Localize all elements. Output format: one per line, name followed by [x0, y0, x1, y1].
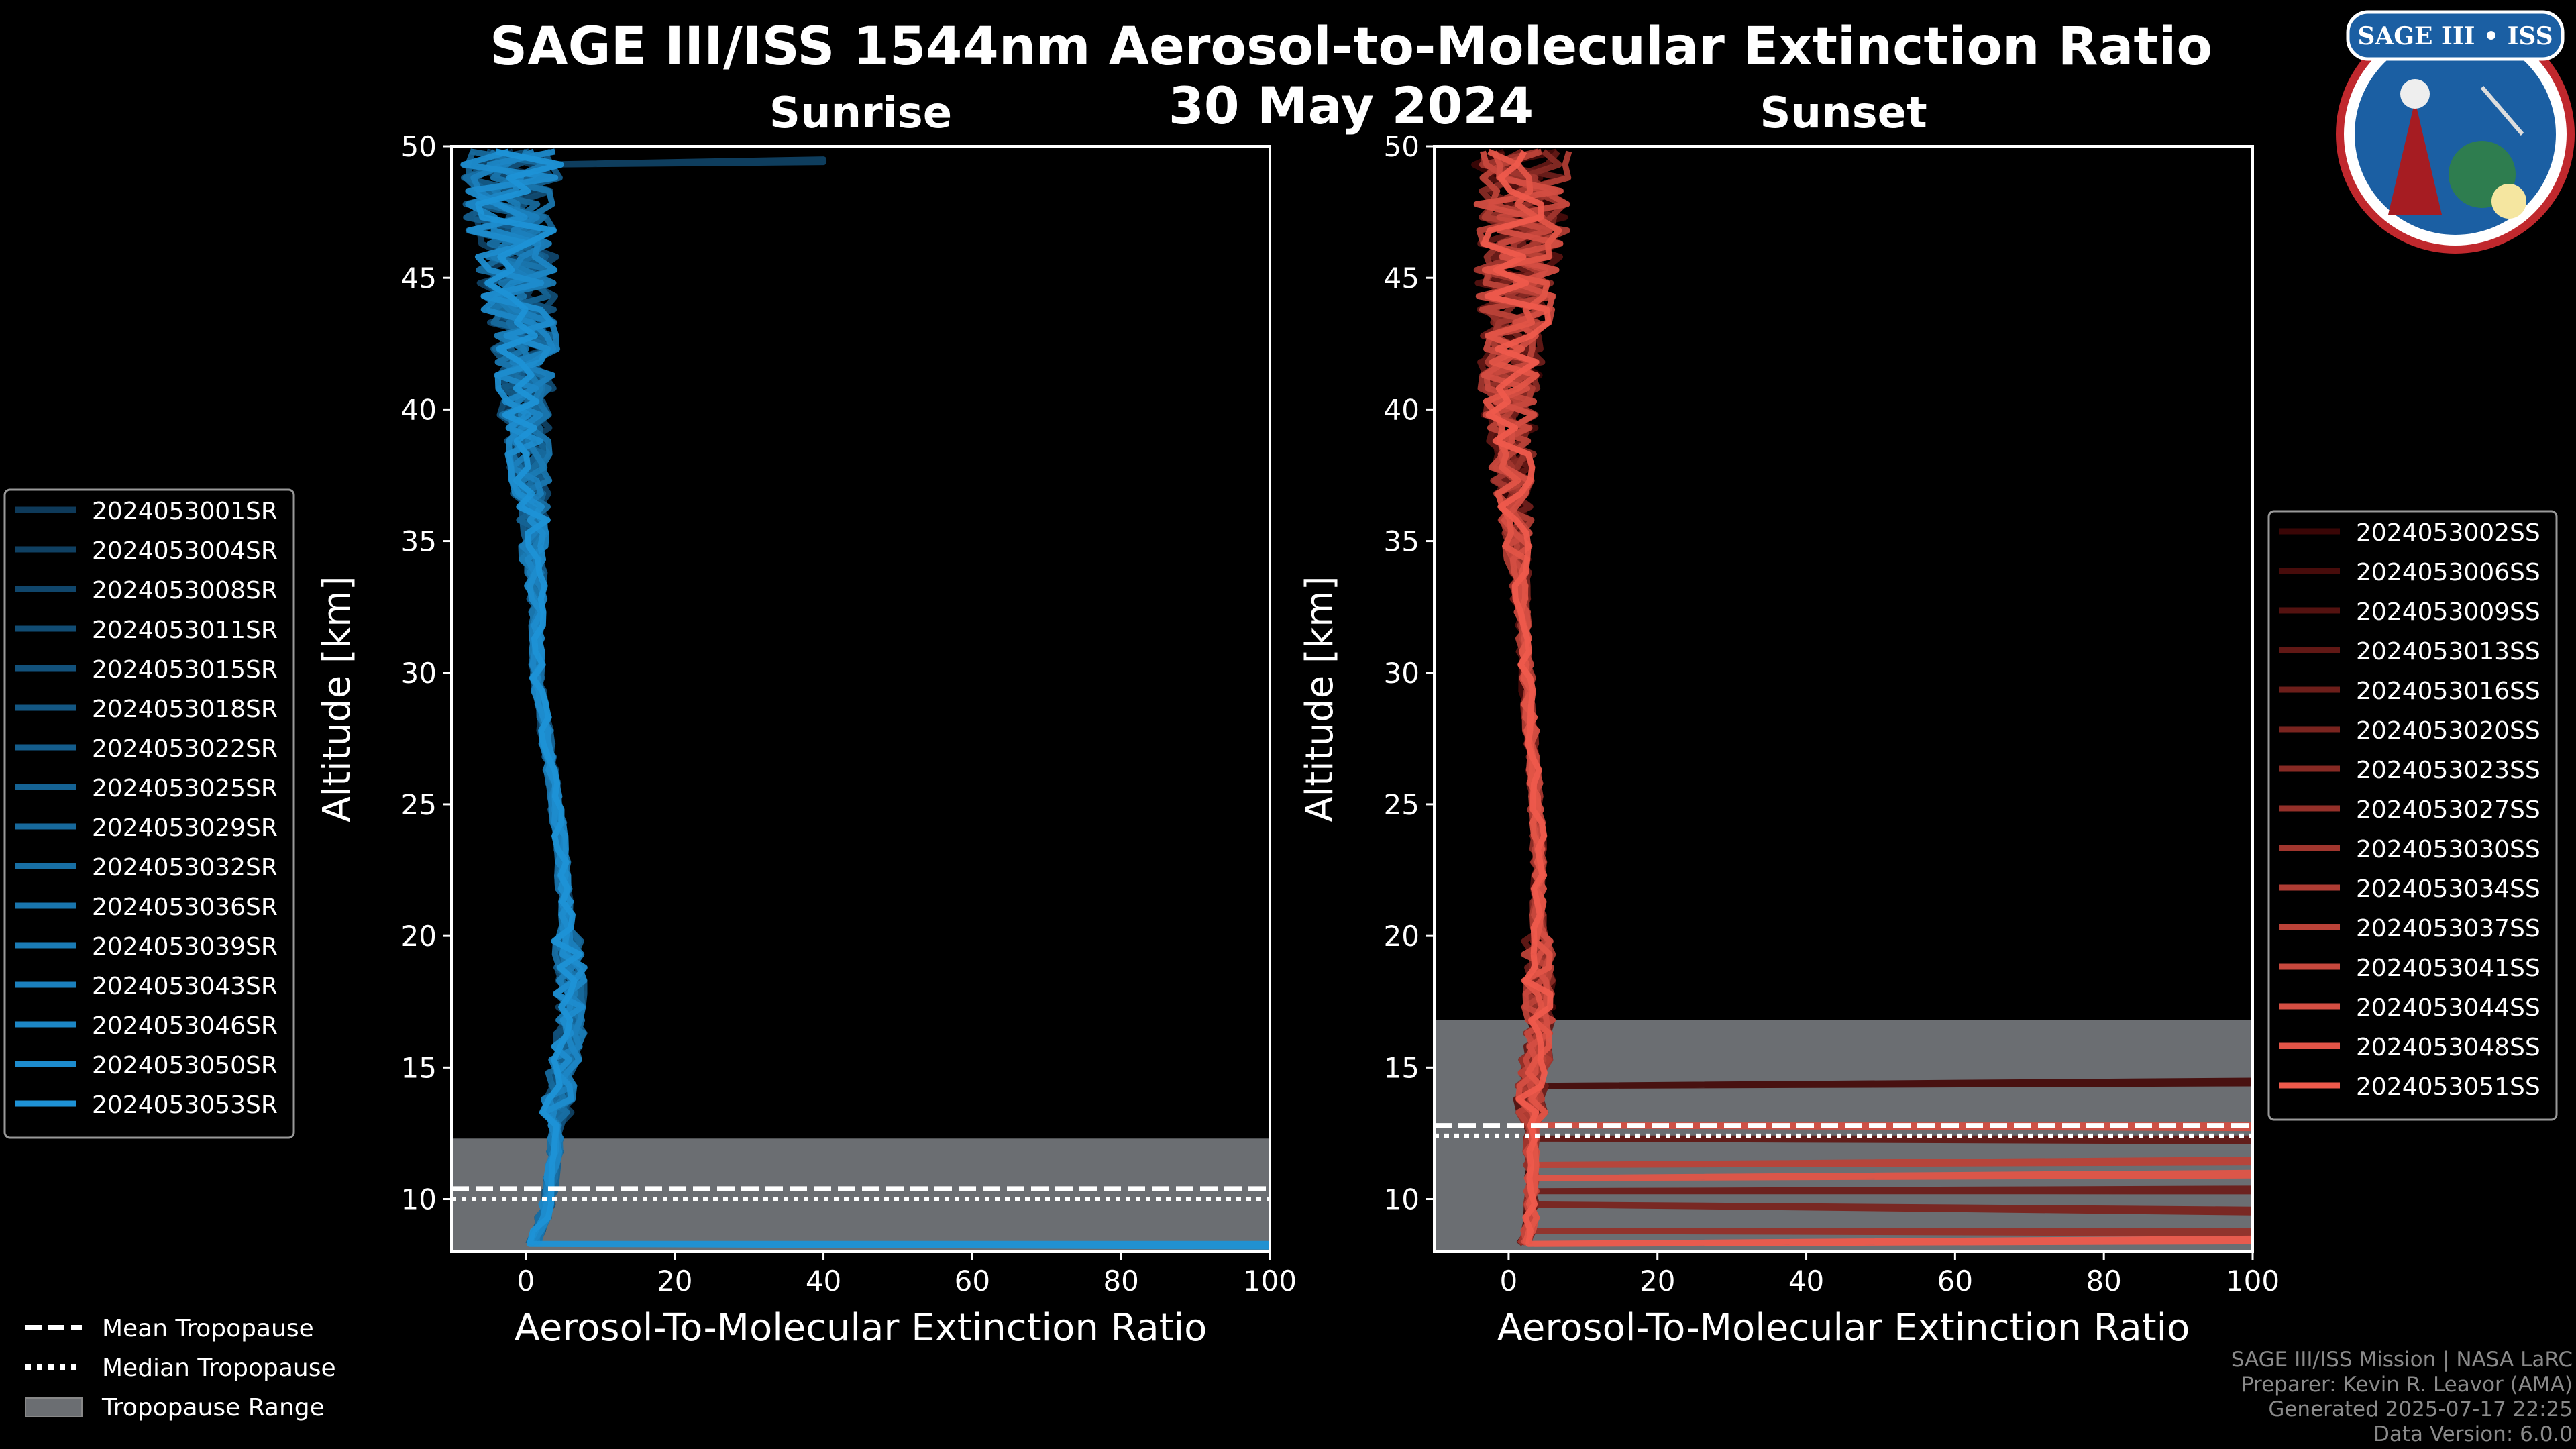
legend-label: 2024053004SR — [92, 537, 278, 565]
y-tick-label: 40 — [401, 393, 437, 426]
legend-label: 2024053048SS — [2356, 1034, 2540, 1061]
axes-frame — [1433, 145, 2254, 1253]
footer-line: SAGE III/ISS Mission | NASA LaRC — [2231, 1348, 2573, 1372]
footer-credits: SAGE III/ISS Mission | NASA LaRC Prepare… — [2231, 1348, 2573, 1446]
legend-label: 2024053037SS — [2356, 915, 2540, 943]
logo-text: SAGE III • ISS — [2357, 22, 2553, 50]
y-tick-label: 25 — [1384, 788, 1419, 821]
legend-label: 2024053018SR — [92, 696, 278, 723]
footer-line: Preparer: Kevin R. Leavor (AMA) — [2241, 1373, 2573, 1397]
legend-label: 2024053032SR — [92, 854, 278, 881]
legend-label: 2024053016SS — [2356, 678, 2540, 705]
legend-label: 2024053009SS — [2356, 598, 2540, 626]
subplot-title: Sunrise — [769, 89, 952, 138]
y-tick-label: 45 — [401, 262, 437, 294]
legend-label: 2024053029SR — [92, 814, 278, 842]
legend-label: 2024053022SR — [92, 735, 278, 763]
legend-label: 2024053020SS — [2356, 717, 2540, 745]
tropopause-range-swatch — [25, 1397, 83, 1417]
profile-line-2024053051SS — [1481, 150, 2253, 1247]
series-group — [1471, 148, 2253, 1247]
x-tick-label: 20 — [657, 1265, 692, 1297]
x-tick-label: 100 — [1243, 1265, 1297, 1297]
profile-line-2024053050SR — [460, 148, 588, 1246]
y-tick-label: 35 — [1384, 525, 1419, 558]
x-axis-label: Aerosol-To-Molecular Extinction Ratio — [1497, 1306, 2190, 1350]
axes-frame — [450, 145, 1271, 1253]
subplot-title: Sunset — [1760, 89, 1927, 138]
figure-title: SAGE III/ISS 1544nm Aerosol-to-Molecular… — [490, 17, 2212, 77]
y-tick-label: 20 — [401, 920, 437, 953]
tropopause-range-band — [451, 1138, 1270, 1252]
profile-line-2024053048SS — [1481, 148, 2253, 1245]
tropopause-legend: Mean Tropopause Median Tropopause Tropop… — [25, 1315, 336, 1421]
y-tick-label: 50 — [1384, 130, 1419, 163]
x-tick-label: 0 — [517, 1265, 535, 1297]
y-tick-label: 15 — [401, 1051, 437, 1084]
x-axis-label: Aerosol-To-Molecular Extinction Ratio — [515, 1306, 1208, 1350]
legend-label: 2024053006SS — [2356, 559, 2540, 586]
y-tick-label: 20 — [1384, 920, 1419, 953]
mean-tropopause-label: Mean Tropopause — [102, 1315, 314, 1342]
x-tick-label: 20 — [1640, 1265, 1675, 1297]
x-tick-label: 40 — [806, 1265, 841, 1297]
legend-label: 2024053008SR — [92, 577, 278, 604]
legend-label: 2024053025SR — [92, 775, 278, 802]
y-tick-label: 45 — [1384, 262, 1419, 294]
legend-label: 2024053034SS — [2356, 875, 2540, 903]
legend-label: 2024053015SR — [92, 656, 278, 684]
y-tick-label: 10 — [1384, 1183, 1419, 1216]
x-tick-label: 60 — [1937, 1265, 1973, 1297]
legend-label: 2024053027SS — [2356, 796, 2540, 824]
x-tick-label: 0 — [1500, 1265, 1518, 1297]
footer-line: Data Version: 6.0.0 — [2373, 1422, 2573, 1446]
series-legend: 2024053001SR 2024053004SR 2024053008SR 2024… — [3, 488, 295, 1139]
y-tick-label: 35 — [401, 525, 437, 558]
y-tick-label: 15 — [1384, 1051, 1419, 1084]
y-tick-label: 30 — [401, 657, 437, 690]
legend-label: 2024053039SR — [92, 933, 278, 961]
legend-label: 2024053043SR — [92, 973, 278, 1000]
legend-label: 2024053002SS — [2356, 519, 2540, 547]
figure-subtitle: 30 May 2024 — [1169, 76, 1534, 136]
series-legend: 2024053002SS 2024053006SS 2024053009SS 2024… — [2267, 510, 2558, 1121]
legend-label: 2024053013SS — [2356, 638, 2540, 665]
legend-label: 2024053030SS — [2356, 836, 2540, 863]
footer-line: Generated 2025-07-17 22:25 — [2268, 1397, 2573, 1421]
legend-label: 2024053050SR — [92, 1052, 278, 1079]
y-tick-label: 25 — [401, 788, 437, 821]
legend-label: 2024053036SR — [92, 894, 278, 921]
x-tick-label: 100 — [2226, 1265, 2279, 1297]
y-tick-label: 50 — [401, 130, 437, 163]
legend-box — [3, 488, 295, 1139]
legend-label: 2024053001SR — [92, 498, 278, 525]
y-axis-label: Altitude [km] — [1298, 576, 1342, 822]
x-tick-label: 80 — [2086, 1265, 2121, 1297]
x-tick-label: 60 — [955, 1265, 990, 1297]
legend-label: 2024053023SS — [2356, 757, 2540, 784]
x-tick-label: 80 — [1103, 1265, 1138, 1297]
series-group — [460, 148, 1270, 1250]
y-axis-label: Altitude [km] — [315, 576, 359, 822]
sunset-axes: 0 20 40 60 80 100 10 15 20 25 30 35 40 45 50 Aerosol-To… — [1298, 89, 2558, 1350]
tropopause-range-label: Tropopause Range — [101, 1394, 325, 1421]
profile-line-2024053053SR — [475, 148, 1270, 1250]
legend-label: 2024053011SR — [92, 616, 278, 644]
sage-iss-mission-logo: SAGE III • ISS — [2336, 10, 2575, 254]
y-tick-label: 40 — [1384, 393, 1419, 426]
y-tick-label: 30 — [1384, 657, 1419, 690]
legend-label: 2024053053SR — [92, 1091, 278, 1119]
legend-label: 2024053046SR — [92, 1012, 278, 1040]
y-tick-label: 10 — [401, 1183, 437, 1216]
legend-label: 2024053051SS — [2356, 1073, 2540, 1101]
profile-line-2024053044SS — [1473, 150, 2253, 1246]
legend-box — [2267, 510, 2558, 1121]
x-tick-label: 40 — [1788, 1265, 1824, 1297]
legend-label: 2024053041SS — [2356, 955, 2540, 982]
sunrise-axes: 0 20 40 60 80 100 10 15 20 25 30 35 40 45 50 Aerosol-To… — [3, 89, 1297, 1350]
median-tropopause-label: Median Tropopause — [102, 1354, 336, 1382]
legend-label: 2024053044SS — [2356, 994, 2540, 1022]
